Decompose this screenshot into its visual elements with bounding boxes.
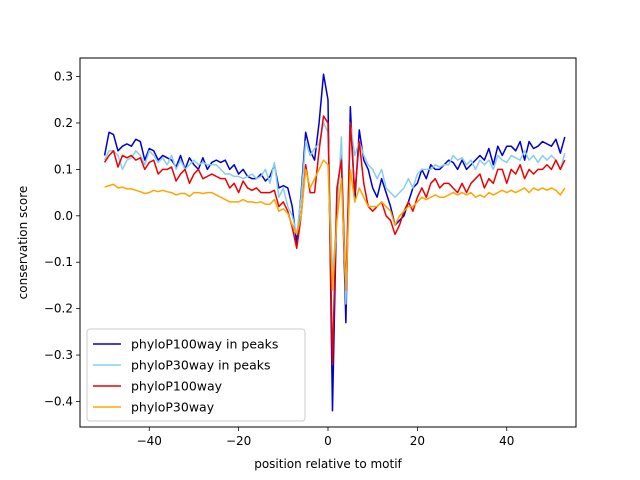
series-line-2 (103, 115, 566, 366)
y-tick-label: −0.2 (44, 302, 73, 316)
legend-label-1: phyloP30way in peaks (131, 358, 270, 373)
x-tick-label: −40 (137, 434, 162, 448)
x-axis-label: position relative to motif (254, 457, 402, 471)
y-tick-label: 0.2 (54, 116, 73, 130)
legend-label-2: phyloP100way (131, 379, 223, 394)
legend-box (86, 328, 306, 422)
y-tick-label: 0.0 (54, 209, 73, 223)
legend-items: phyloP100way in peaks phyloP30way in peak… (93, 337, 278, 415)
x-tick-label: 40 (499, 434, 514, 448)
ticks-layer: −40 −20 0 20 40 −0.4 −0.3 −0.2 −0.1 0.0 0.1 0.2 0.3 (44, 70, 515, 448)
legend-label-0: phyloP100way in peaks (131, 337, 278, 352)
legend: phyloP100way in peaks phyloP30way in peak… (86, 328, 306, 422)
y-axis-label: conservation score (16, 186, 30, 300)
legend-label-3: phyloP30way (131, 400, 215, 415)
series-layer (103, 73, 566, 412)
y-tick-label: −0.1 (44, 255, 73, 269)
x-tick-label: 0 (324, 434, 332, 448)
x-tick-label: −20 (226, 434, 251, 448)
x-tick-label: 20 (410, 434, 425, 448)
y-tick-label: −0.4 (44, 394, 73, 408)
y-tick-label: 0.1 (54, 162, 73, 176)
y-tick-label: −0.3 (44, 348, 73, 362)
y-tick-label: 0.3 (54, 70, 73, 84)
series-line-3 (104, 159, 566, 291)
